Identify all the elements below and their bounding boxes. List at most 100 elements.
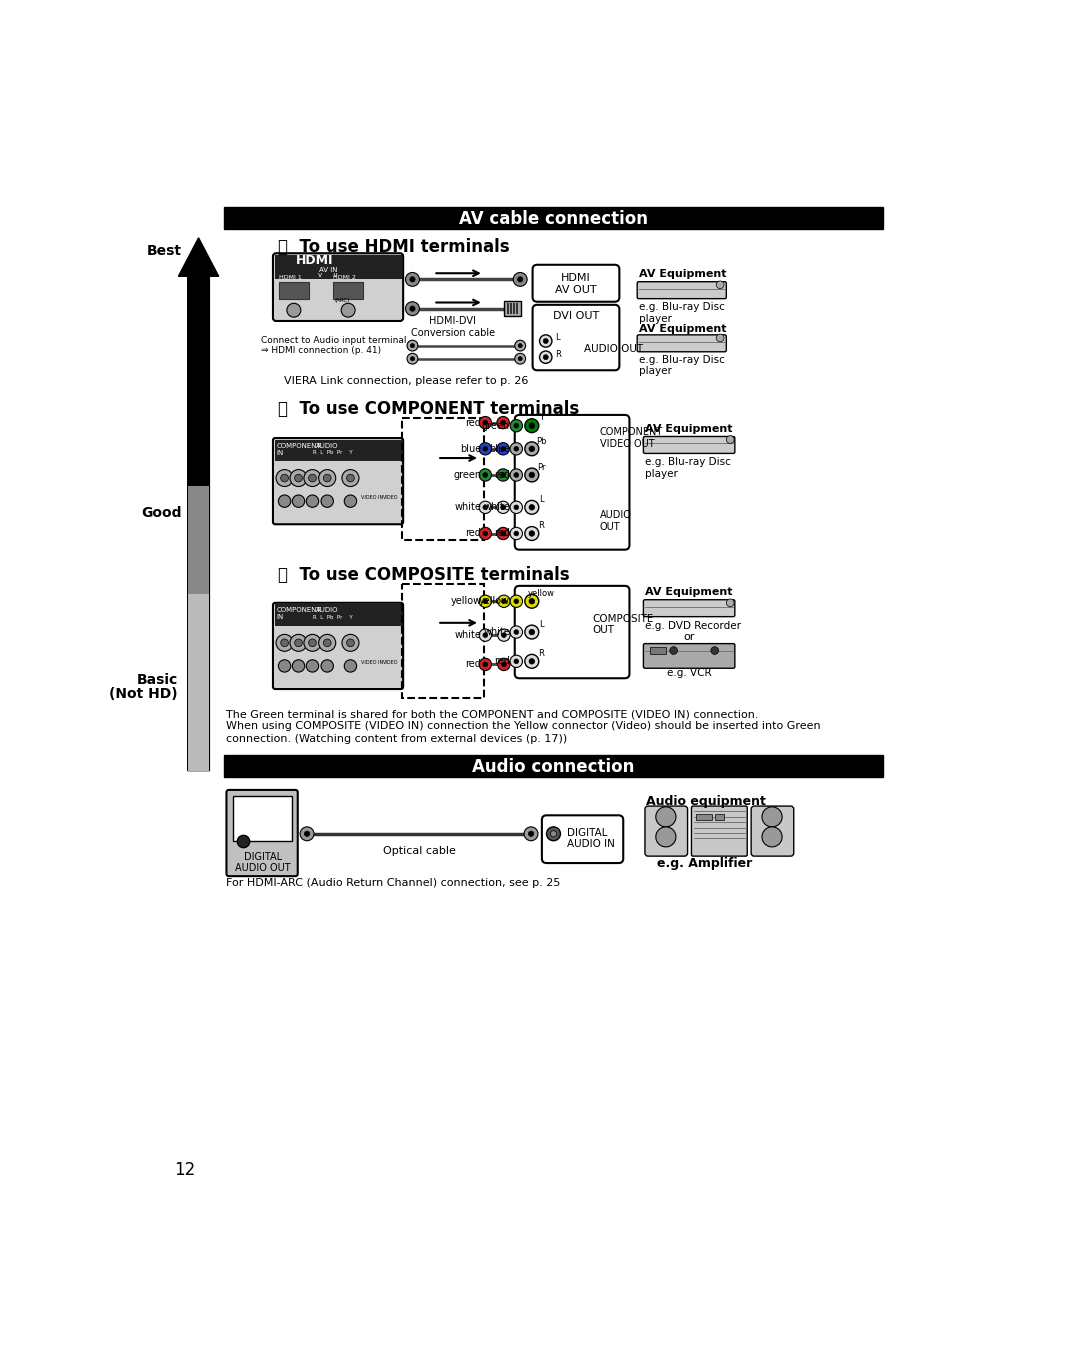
Circle shape — [483, 633, 488, 637]
FancyBboxPatch shape — [515, 586, 630, 678]
Text: AUDIO: AUDIO — [315, 442, 338, 449]
FancyBboxPatch shape — [542, 816, 623, 863]
Circle shape — [480, 501, 491, 514]
Circle shape — [483, 446, 488, 451]
Circle shape — [514, 532, 518, 536]
Circle shape — [498, 629, 510, 641]
Text: white: white — [455, 630, 482, 640]
Circle shape — [483, 472, 488, 478]
Text: Pb: Pb — [536, 437, 546, 445]
Circle shape — [483, 599, 488, 603]
Circle shape — [319, 635, 336, 651]
Circle shape — [293, 495, 305, 507]
Text: (Not HD): (Not HD) — [109, 687, 177, 701]
Circle shape — [279, 660, 291, 672]
Text: blue: blue — [460, 444, 482, 453]
Circle shape — [525, 501, 539, 514]
Text: The Green terminal is shared for both the COMPONENT and COMPOSITE (VIDEO IN) con: The Green terminal is shared for both th… — [227, 709, 759, 718]
Circle shape — [528, 831, 534, 836]
Bar — [279, 281, 309, 299]
Circle shape — [501, 472, 505, 478]
Circle shape — [501, 633, 507, 637]
Text: Audio equipment: Audio equipment — [647, 796, 767, 808]
Circle shape — [515, 340, 526, 350]
Circle shape — [514, 659, 518, 664]
Text: AUDIO: AUDIO — [315, 607, 338, 613]
Circle shape — [525, 419, 539, 433]
Circle shape — [727, 436, 734, 444]
Text: VIDEO IN: VIDEO IN — [361, 495, 383, 499]
Bar — [715, 813, 724, 820]
Circle shape — [307, 660, 319, 672]
Text: AV Equipment: AV Equipment — [645, 587, 732, 598]
Text: L: L — [539, 620, 543, 629]
Circle shape — [510, 469, 523, 482]
FancyBboxPatch shape — [515, 415, 630, 549]
Text: R  L  Pb  Pr    Y: R L Pb Pr Y — [313, 451, 353, 455]
Text: DIGITAL
AUDIO OUT: DIGITAL AUDIO OUT — [235, 851, 291, 873]
Circle shape — [409, 277, 415, 281]
Text: For HDMI-ARC (Audio Return Channel) connection, see p. 25: For HDMI-ARC (Audio Return Channel) conn… — [227, 878, 561, 889]
Text: HDMI 2: HDMI 2 — [334, 275, 356, 280]
Circle shape — [480, 469, 491, 482]
FancyBboxPatch shape — [273, 603, 403, 689]
Circle shape — [295, 474, 302, 482]
Bar — [516, 303, 517, 314]
FancyBboxPatch shape — [644, 437, 734, 453]
Bar — [225, 755, 882, 777]
Text: e.g. VCR: e.g. VCR — [666, 668, 712, 678]
Circle shape — [480, 659, 491, 671]
Circle shape — [529, 446, 535, 452]
FancyBboxPatch shape — [644, 644, 734, 668]
Circle shape — [309, 474, 316, 482]
Text: red: red — [465, 659, 482, 670]
Text: connection. (Watching content from external devices (p. 17)): connection. (Watching content from exter… — [227, 733, 568, 744]
Circle shape — [276, 635, 293, 651]
Circle shape — [303, 469, 321, 487]
Circle shape — [309, 639, 316, 647]
Circle shape — [323, 474, 332, 482]
Text: AV Equipment: AV Equipment — [638, 269, 726, 279]
Text: COMPONENT: COMPONENT — [276, 607, 322, 613]
Text: VIDEO IN: VIDEO IN — [361, 660, 383, 664]
Text: red: red — [465, 529, 482, 538]
Text: L: L — [555, 333, 559, 342]
Circle shape — [525, 442, 539, 456]
Circle shape — [291, 635, 307, 651]
Circle shape — [529, 505, 535, 510]
Circle shape — [410, 344, 415, 348]
FancyBboxPatch shape — [273, 438, 403, 524]
Circle shape — [501, 421, 505, 425]
Circle shape — [501, 662, 507, 667]
Bar — [225, 207, 882, 229]
Text: Best: Best — [147, 244, 181, 258]
Circle shape — [510, 655, 523, 667]
Circle shape — [303, 635, 321, 651]
Text: HDMI
AV OUT: HDMI AV OUT — [555, 273, 597, 295]
Circle shape — [501, 505, 505, 510]
FancyBboxPatch shape — [227, 790, 298, 877]
Bar — [274, 605, 402, 626]
Circle shape — [513, 272, 527, 287]
Circle shape — [529, 659, 535, 664]
Circle shape — [405, 302, 419, 315]
Circle shape — [518, 357, 523, 361]
Circle shape — [716, 281, 724, 288]
Bar — [403, 418, 484, 540]
Circle shape — [407, 353, 418, 364]
FancyBboxPatch shape — [532, 304, 619, 371]
Circle shape — [656, 806, 676, 827]
Bar — [232, 796, 292, 840]
Text: v     v: v v — [318, 272, 337, 277]
Text: Audio connection: Audio connection — [472, 758, 635, 775]
Text: COMPONENT: COMPONENT — [276, 442, 322, 449]
Bar — [697, 813, 712, 820]
Circle shape — [514, 423, 518, 428]
Circle shape — [515, 353, 526, 364]
Circle shape — [323, 639, 332, 647]
Text: green: green — [482, 421, 510, 430]
Circle shape — [483, 532, 488, 536]
Circle shape — [497, 417, 510, 429]
FancyBboxPatch shape — [637, 281, 727, 299]
Text: DIGITAL
AUDIO IN: DIGITAL AUDIO IN — [567, 828, 616, 850]
